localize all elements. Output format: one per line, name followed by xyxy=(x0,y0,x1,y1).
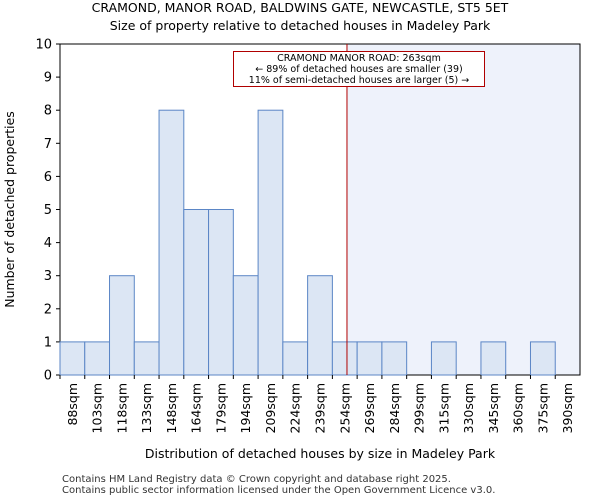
x-tick-label: 103sqm xyxy=(90,383,105,433)
x-tick-label: 315sqm xyxy=(436,383,451,433)
histogram-bar xyxy=(480,341,507,376)
y-tick-label: 2 xyxy=(44,302,52,317)
x-tick-label: 345sqm xyxy=(486,383,501,433)
y-tick-label: 4 xyxy=(44,236,52,251)
histogram-bar xyxy=(84,341,111,376)
x-tick-label: 375sqm xyxy=(535,383,550,433)
x-tick-label: 179sqm xyxy=(213,383,228,433)
histogram-bar xyxy=(109,275,135,376)
footer-licence: Contains public sector information licen… xyxy=(62,485,496,496)
histogram-bar xyxy=(430,341,457,376)
annotation-line-2: ← 89% of detached houses are smaller (39… xyxy=(255,64,463,75)
x-tick-label: 269sqm xyxy=(362,383,377,433)
histogram-bar xyxy=(232,275,259,376)
x-tick-label: 118sqm xyxy=(114,383,129,433)
histogram-bar xyxy=(133,341,160,376)
y-tick-label: 8 xyxy=(44,104,52,119)
y-tick-label: 6 xyxy=(44,170,52,185)
histogram-bar xyxy=(257,109,284,376)
histogram-bar xyxy=(381,341,408,376)
chart-subtitle: Size of property relative to detached ho… xyxy=(109,18,491,33)
annotation-line-1: CRAMOND MANOR ROAD: 263sqm xyxy=(277,53,441,64)
histogram-bar xyxy=(158,109,185,376)
histogram-bar xyxy=(307,275,333,376)
larger-region-shade xyxy=(346,44,580,375)
x-tick-label: 148sqm xyxy=(164,383,179,433)
x-tick-label: 299sqm xyxy=(412,383,427,433)
property-annotation: CRAMOND MANOR ROAD: 263sqm ← 89% of deta… xyxy=(233,51,485,87)
histogram-bar xyxy=(59,341,86,376)
histogram-bar xyxy=(331,341,358,376)
x-tick-label: 224sqm xyxy=(288,383,303,433)
histogram-bar xyxy=(529,341,556,376)
y-tick-label: 1 xyxy=(44,335,52,350)
y-tick-label: 0 xyxy=(44,369,52,384)
y-tick-label: 7 xyxy=(44,137,52,152)
x-axis-label: Distribution of detached houses by size … xyxy=(145,446,496,461)
annotation-line-3: 11% of semi-detached houses are larger (… xyxy=(248,75,470,86)
y-tick-label: 3 xyxy=(44,269,52,284)
x-tick-label: 194sqm xyxy=(238,383,253,433)
x-tick-label: 239sqm xyxy=(313,383,328,433)
histogram-bar xyxy=(282,341,309,376)
y-tick-label: 5 xyxy=(44,203,52,218)
x-tick-label: 133sqm xyxy=(139,383,154,433)
histogram-bar xyxy=(208,209,234,376)
x-tick-label: 254sqm xyxy=(337,383,352,433)
x-tick-label: 88sqm xyxy=(65,383,80,426)
histogram-bar xyxy=(183,209,210,376)
x-tick-label: 284sqm xyxy=(387,383,402,433)
y-tick-label: 9 xyxy=(44,71,52,86)
x-tick-label: 390sqm xyxy=(560,383,575,433)
y-axis-label: Number of detached properties xyxy=(2,111,17,308)
x-tick-label: 164sqm xyxy=(189,383,204,433)
y-tick-label: 10 xyxy=(35,38,52,53)
chart-title: CRAMOND, MANOR ROAD, BALDWINS GATE, NEWC… xyxy=(91,0,509,15)
histogram-bar xyxy=(356,341,383,376)
x-tick-label: 209sqm xyxy=(263,383,278,433)
x-tick-label: 360sqm xyxy=(511,383,526,433)
footer-copyright: Contains HM Land Registry data © Crown c… xyxy=(62,474,451,485)
x-tick-label: 330sqm xyxy=(461,383,476,433)
